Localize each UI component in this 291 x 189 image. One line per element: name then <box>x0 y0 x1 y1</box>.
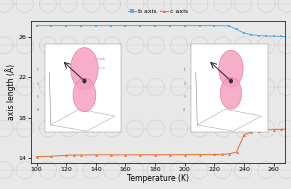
Bar <box>31 21 285 163</box>
X-axis label: Temperature (K): Temperature (K) <box>127 174 189 184</box>
Legend: b axis, c axis: b axis, c axis <box>126 6 190 16</box>
Y-axis label: axis length (Å): axis length (Å) <box>6 64 16 120</box>
